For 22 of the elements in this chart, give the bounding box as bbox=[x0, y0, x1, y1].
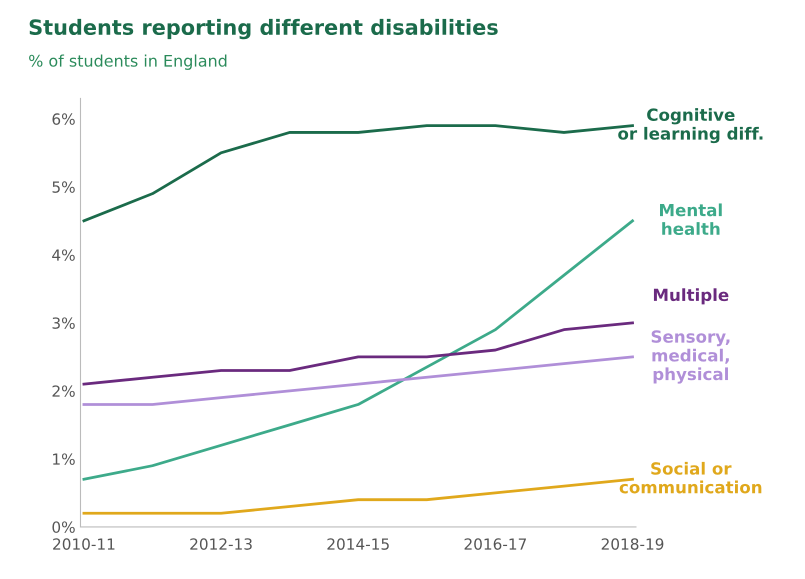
x-tick-label: 2014-15 bbox=[327, 538, 389, 550]
series-label: Cognitive or learning diff. bbox=[618, 108, 762, 144]
line-series bbox=[82, 219, 634, 481]
series-label: Mental health bbox=[660, 203, 722, 236]
series-label: Social or communication bbox=[620, 462, 762, 494]
chart-subtitle: % of students in England bbox=[29, 54, 226, 70]
y-tick-label: 6% bbox=[52, 113, 75, 125]
series-label: Multiple bbox=[654, 288, 728, 304]
x-tick-label: 2010-11 bbox=[53, 538, 114, 550]
y-tick-label: 2% bbox=[52, 385, 75, 397]
series-label: Sensory, medical, physical bbox=[652, 330, 730, 384]
y-tick-label: 0% bbox=[52, 521, 75, 533]
x-tick-label: 2018-19 bbox=[602, 538, 664, 550]
y-tick-label: 5% bbox=[52, 181, 75, 193]
line-series bbox=[82, 355, 634, 406]
x-tick-label: 2016-17 bbox=[464, 538, 526, 550]
x-tick-label: 2012-13 bbox=[190, 538, 252, 550]
line-series bbox=[82, 321, 634, 386]
chart-title: Students reporting different disabilities bbox=[30, 18, 498, 40]
y-tick-label: 1% bbox=[53, 453, 75, 465]
y-tick-label: 3% bbox=[52, 317, 75, 329]
y-tick-label: 4% bbox=[52, 249, 75, 261]
